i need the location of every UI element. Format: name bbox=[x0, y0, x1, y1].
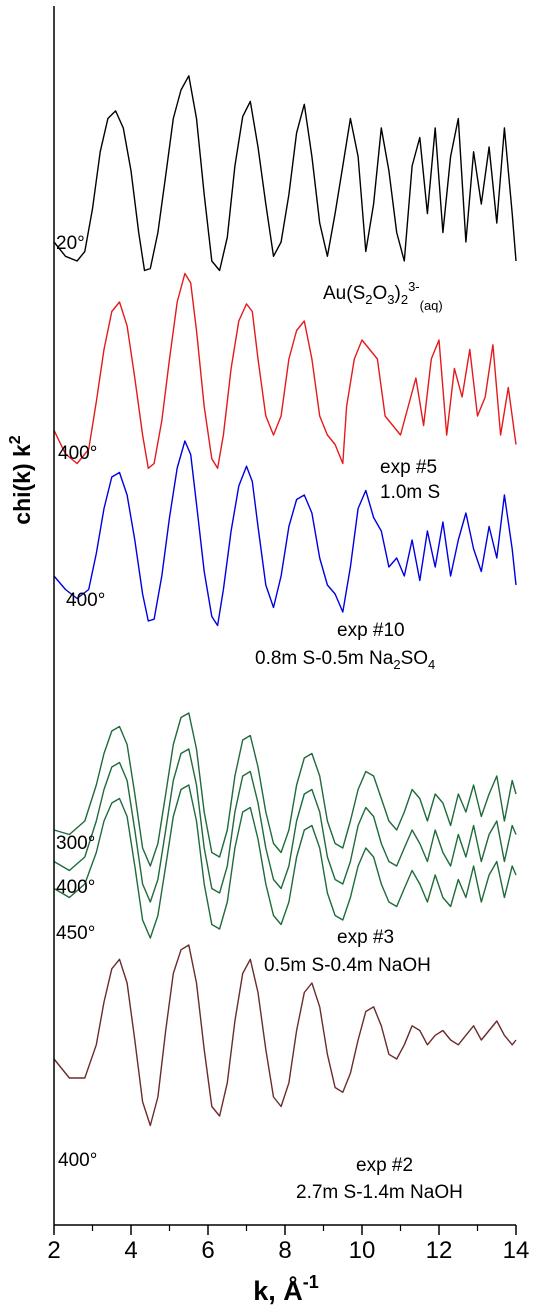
series-line-exp3-400 bbox=[53, 748, 517, 903]
label-temp-400-blue: 400° bbox=[66, 590, 105, 611]
x-tick-label: 10 bbox=[349, 1237, 376, 1264]
series-line-exp10-400 bbox=[53, 440, 517, 627]
label-exp2-name: exp #2 bbox=[356, 1155, 413, 1176]
y-axis-label: chi(k) k2 bbox=[7, 435, 35, 525]
x-tick-label: 14 bbox=[503, 1237, 530, 1264]
x-tick-layer: 2 4 6 8 10 12 14 bbox=[47, 1225, 529, 1264]
x-tick-label: 8 bbox=[278, 1237, 291, 1264]
label-exp10-name: exp #10 bbox=[337, 620, 405, 641]
label-exp2-comp: 2.7m S-1.4m NaOH bbox=[296, 1182, 463, 1203]
label-temp-20: 20° bbox=[56, 233, 85, 254]
series-line-exp3-300 bbox=[53, 712, 517, 867]
x-tick-label: 4 bbox=[124, 1237, 137, 1264]
label-species-au: Au(S2O3)23-(aq) bbox=[323, 279, 443, 313]
label-temp-400-brown: 400° bbox=[58, 1150, 97, 1171]
label-temp-450-green: 450° bbox=[56, 923, 95, 944]
series-line-exp2-400 bbox=[53, 944, 517, 1127]
label-temp-300-green: 300° bbox=[56, 833, 95, 854]
label-exp10-comp: 0.8m S-0.5m Na2SO4 bbox=[255, 648, 435, 672]
x-tick-label: 2 bbox=[47, 1237, 60, 1264]
series-line-exp3-450 bbox=[53, 784, 517, 939]
label-temp-400-red: 400° bbox=[58, 443, 97, 464]
series-line-exp5-400 bbox=[53, 272, 517, 469]
label-exp5-name: exp #5 bbox=[380, 457, 437, 478]
series-layer bbox=[53, 75, 517, 1127]
label-exp3-comp: 0.5m S-0.4m NaOH bbox=[264, 955, 431, 976]
label-exp5-comp: 1.0m S bbox=[380, 482, 440, 503]
x-axis-label: k, Å-1 bbox=[253, 1272, 319, 1306]
x-tick-label: 6 bbox=[201, 1237, 214, 1264]
label-exp3-name: exp #3 bbox=[337, 927, 394, 948]
x-tick-label: 12 bbox=[426, 1237, 453, 1264]
label-temp-400-green: 400° bbox=[56, 877, 95, 898]
series-line-au-complex-20 bbox=[53, 75, 517, 272]
